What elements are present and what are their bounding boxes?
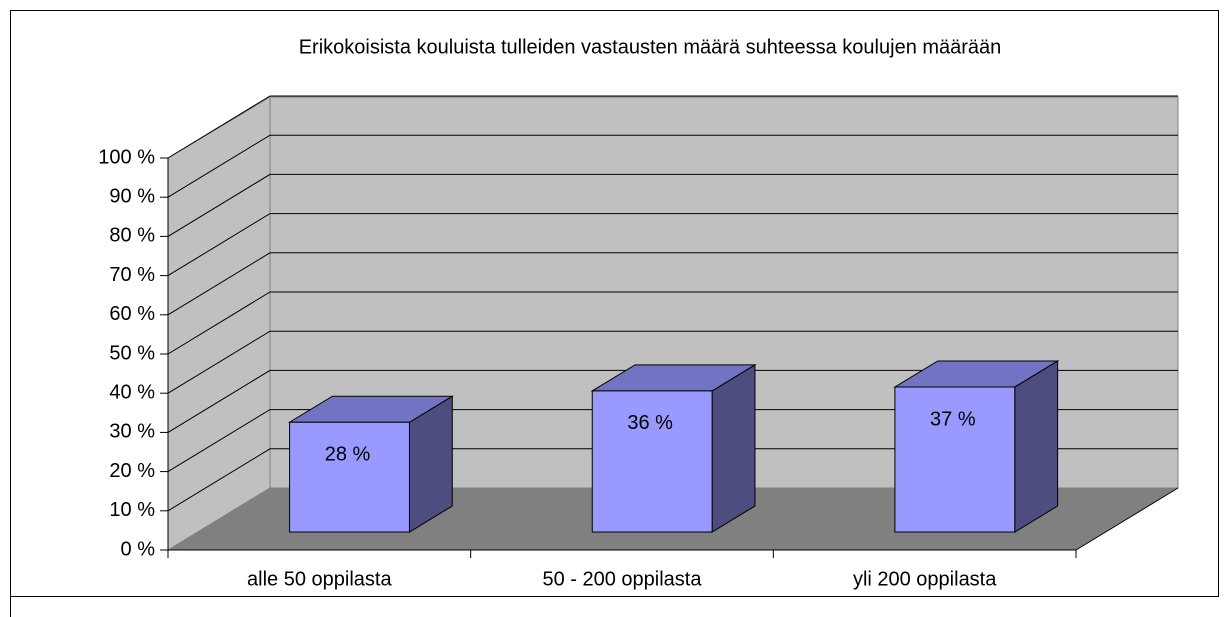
y-tick-label: 90 % [109, 185, 155, 207]
floor-edge [1075, 487, 1179, 551]
y-tick-label: 50 % [109, 342, 155, 364]
value-label: 28 % [325, 444, 371, 466]
grid-line [167, 95, 1178, 159]
grid-line [167, 252, 1178, 316]
bar [894, 386, 1016, 533]
y-tick-label: 80 % [109, 225, 155, 247]
value-label: 37 % [930, 408, 976, 430]
bar [591, 390, 713, 533]
y-tick-label: 70 % [109, 264, 155, 286]
y-tick-label: 0 % [121, 538, 156, 560]
bar-side [711, 363, 756, 533]
grid-line [167, 213, 1178, 277]
grid-line [167, 409, 1178, 473]
y-tick-label: 30 % [109, 421, 155, 443]
x-tick-label: yli 200 oppilasta [853, 568, 997, 590]
y-tick-label: 20 % [109, 460, 155, 482]
x-tick-label: 50 - 200 oppilasta [542, 568, 702, 590]
grid [167, 95, 1178, 512]
grid-line [167, 173, 1178, 237]
marks: 28 % 36 % 37 % [287, 360, 1060, 533]
grid-line [167, 448, 1178, 512]
chart-title: Erikokoisista kouluista tulleiden vastau… [299, 36, 1002, 58]
y-tick-label: 10 % [109, 499, 155, 521]
y-tick-label: 40 % [109, 381, 155, 403]
y-tick-label: 60 % [109, 303, 155, 325]
bar [289, 421, 410, 533]
grid-line [167, 291, 1178, 355]
value-label: 36 % [627, 412, 673, 434]
bar-side [1014, 360, 1059, 533]
grid-line [167, 369, 1178, 433]
grid-line [167, 330, 1178, 394]
grid-line [167, 134, 1178, 198]
y-tick-label: 100 % [98, 146, 155, 168]
x-tick-label: alle 50 oppilasta [247, 568, 392, 590]
